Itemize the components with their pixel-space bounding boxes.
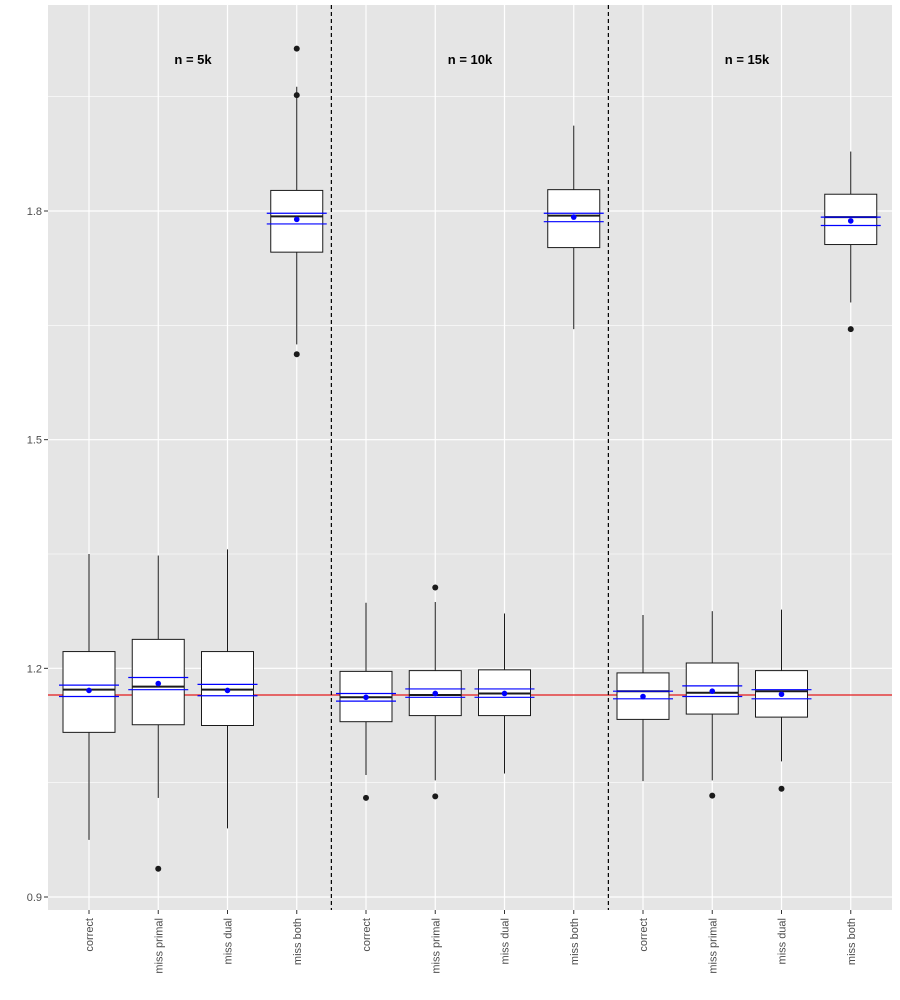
box-correct-group-2 <box>613 614 673 782</box>
mean-point <box>293 216 300 223</box>
box-miss-both-group-2 <box>820 151 881 333</box>
box-correct-group-0 <box>59 554 119 840</box>
x-tick-label: miss dual <box>777 918 789 964</box>
outlier-point <box>293 351 300 358</box>
major-y-gridlines <box>48 210 892 898</box>
mean-point <box>155 680 162 687</box>
minor-gridlines <box>48 96 892 783</box>
x-tick-label: miss primal <box>153 918 165 974</box>
x-tick-label: miss both <box>846 918 858 965</box>
boxes-layer <box>59 45 881 872</box>
x-tick-label: correct <box>84 918 96 952</box>
x-axis: correct miss primal miss dual miss both corr… <box>84 910 858 974</box>
y-tick-label: 0.9 <box>27 892 42 904</box>
y-tick-label: 1.2 <box>27 663 42 675</box>
outlier-point <box>432 793 439 800</box>
x-tick-label: miss primal <box>430 918 442 974</box>
group-label-n5k: n = 5k <box>174 52 212 67</box>
panel-background <box>48 5 892 910</box>
outlier-point <box>847 326 854 333</box>
outlier-point <box>709 792 716 799</box>
mean-point <box>709 688 716 694</box>
y-tick-label: 1.5 <box>27 435 42 447</box>
mean-point <box>570 214 577 220</box>
mean-point <box>86 687 92 694</box>
y-axis: 0.9 1.2 1.5 1.8 <box>27 206 48 904</box>
group-label-n10k: n = 10k <box>448 52 493 67</box>
x-tick-label: correct <box>638 918 650 952</box>
box-body <box>685 662 739 715</box>
box-body <box>824 193 878 246</box>
box-miss-both-group-0 <box>266 45 327 358</box>
outlier-point <box>432 584 439 591</box>
y-tick-label: 1.8 <box>27 206 42 218</box>
x-tick-label: miss both <box>292 918 304 965</box>
box-miss-dual-group-1 <box>474 613 535 774</box>
group-labels: n = 5k n = 10k n = 15k <box>174 52 770 67</box>
mean-point <box>432 690 439 697</box>
box-miss-primal-group-1 <box>405 584 466 800</box>
box-body <box>201 651 254 727</box>
x-tick-label: miss primal <box>707 918 719 974</box>
box-miss-dual-group-2 <box>751 609 812 792</box>
mean-point <box>847 218 854 224</box>
outlier-point <box>293 92 300 99</box>
outlier-point <box>363 794 369 801</box>
mean-point <box>224 687 231 694</box>
x-tick-label: miss dual <box>223 918 235 964</box>
box-miss-primal-group-2 <box>682 611 743 799</box>
box-correct-group-1 <box>336 602 396 801</box>
mean-point <box>363 694 369 701</box>
box-miss-primal-group-0 <box>128 555 189 872</box>
box-miss-both-group-1 <box>543 125 604 330</box>
outlier-point <box>293 45 300 52</box>
group-separators <box>330 5 609 910</box>
group-label-n15k: n = 15k <box>725 52 770 67</box>
x-tick-label: correct <box>361 918 373 952</box>
mean-point <box>640 693 646 700</box>
mean-point <box>501 690 508 697</box>
x-tick-label: miss both <box>569 918 581 965</box>
box-miss-dual-group-0 <box>197 549 258 829</box>
outlier-point <box>155 865 162 872</box>
outlier-point <box>778 785 785 792</box>
mean-point <box>778 691 785 698</box>
x-tick-label: miss dual <box>500 918 512 964</box>
